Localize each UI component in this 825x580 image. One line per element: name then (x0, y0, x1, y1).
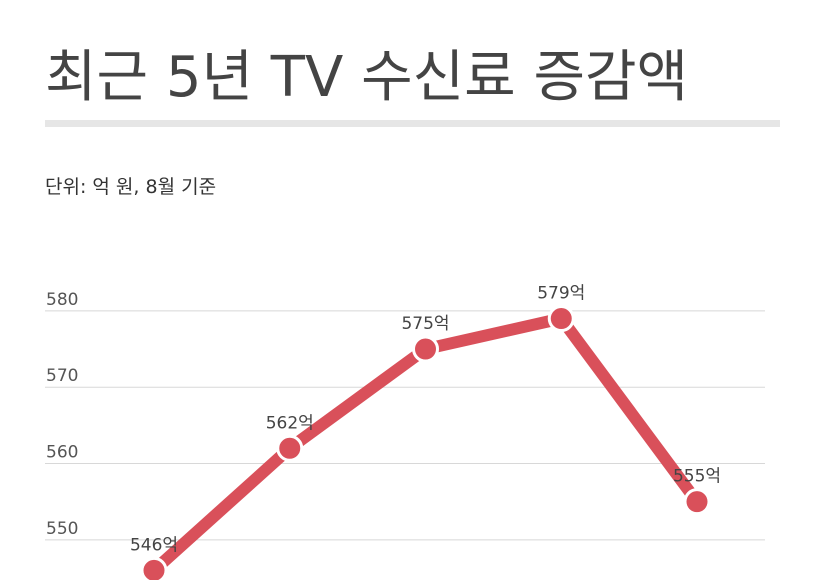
y-tick-label: 550 (46, 519, 78, 539)
title-rule (45, 120, 780, 127)
point (683, 488, 711, 516)
value-label: 555억 (673, 467, 721, 487)
point (276, 434, 304, 462)
value-label: 575억 (401, 314, 449, 334)
point (412, 335, 439, 363)
y-tick-label: 570 (46, 366, 78, 386)
value-label: 546억 (130, 535, 178, 555)
point (547, 305, 575, 333)
value-label: 562억 (266, 413, 314, 433)
chart-title: 최근 5년 TV 수신료 증감액 (45, 45, 688, 110)
chart-subtitle: 단위: 억 원, 8월 기준 (45, 176, 216, 198)
y-tick-label: 560 (46, 443, 78, 463)
y-tick-label: 580 (46, 290, 78, 310)
point (140, 556, 168, 580)
value-label: 579억 (537, 284, 585, 304)
